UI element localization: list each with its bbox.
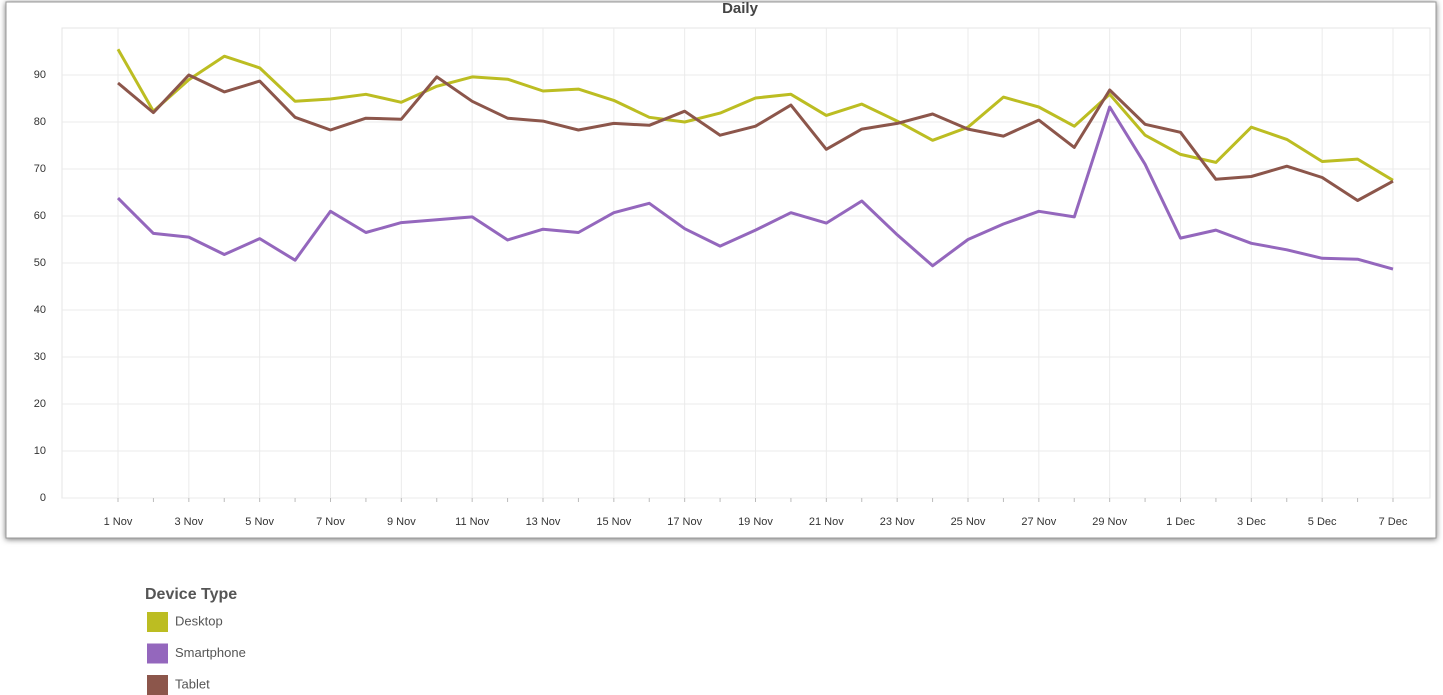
- y-tick-label: 0: [40, 492, 46, 504]
- x-tick-label: 21 Nov: [809, 516, 844, 528]
- x-tick-label: 7 Nov: [316, 516, 345, 528]
- x-tick-label: 27 Nov: [1021, 516, 1056, 528]
- y-tick-label: 80: [34, 116, 46, 128]
- x-tick-label: 5 Nov: [245, 516, 274, 528]
- legend-label: Smartphone: [175, 645, 246, 660]
- y-tick-label: 60: [34, 210, 46, 222]
- y-tick-label: 10: [34, 445, 46, 457]
- x-tick-label: 25 Nov: [951, 516, 986, 528]
- x-tick-label: 5 Dec: [1308, 516, 1337, 528]
- y-tick-label: 20: [34, 398, 46, 410]
- legend-label: Desktop: [175, 613, 223, 628]
- series-line: [116, 48, 1394, 182]
- legend-swatch: [147, 675, 168, 695]
- y-tick-label: 70: [34, 163, 46, 175]
- legend-title: Device Type: [145, 586, 237, 603]
- y-tick-label: 40: [34, 304, 46, 316]
- legend-swatch: [147, 612, 168, 632]
- x-tick-label: 23 Nov: [880, 516, 915, 528]
- legend-swatch: [147, 643, 168, 664]
- x-tick-label: 17 Nov: [667, 516, 702, 528]
- series-line: [116, 105, 1394, 271]
- x-tick-label: 13 Nov: [526, 516, 561, 528]
- chart-frame: [5, 1, 1437, 539]
- x-tick-label: 11 Nov: [455, 516, 490, 528]
- x-tick-label: 15 Nov: [596, 516, 631, 528]
- series-line: [117, 73, 1394, 202]
- y-tick-label: 50: [34, 257, 46, 269]
- chart-title: Daily: [722, 0, 759, 17]
- x-tick-label: 7 Dec: [1379, 516, 1408, 528]
- x-tick-label: 9 Nov: [387, 516, 416, 528]
- x-tick-label: 1 Dec: [1166, 516, 1195, 528]
- x-tick-label: 1 Nov: [104, 516, 133, 528]
- x-tick-label: 19 Nov: [738, 516, 773, 528]
- x-tick-label: 3 Dec: [1237, 516, 1266, 528]
- y-tick-label: 90: [34, 69, 46, 81]
- legend-label: Tablet: [175, 676, 210, 691]
- x-tick-label: 29 Nov: [1092, 516, 1127, 528]
- y-tick-label: 30: [34, 351, 46, 363]
- x-tick-label: 3 Nov: [174, 516, 203, 528]
